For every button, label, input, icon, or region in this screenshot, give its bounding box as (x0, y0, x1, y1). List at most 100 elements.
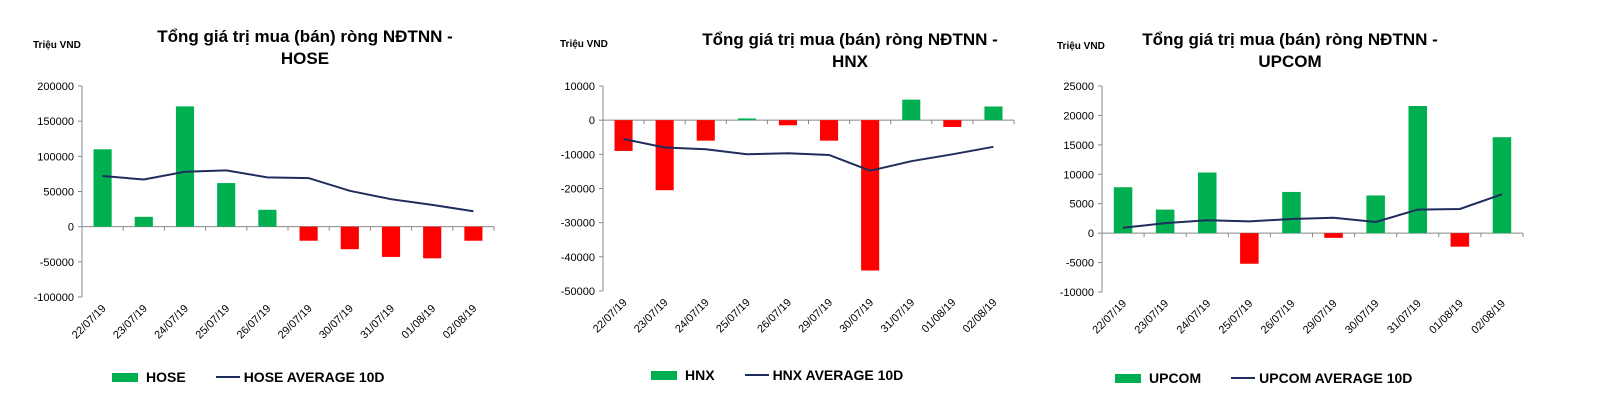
upcom-y-tick-label: 0 (1088, 228, 1094, 240)
hnx-x-tick-label: 22/07/19 (591, 297, 630, 336)
hose-title-line2: HOSE (280, 49, 330, 68)
hose-unit-label: Triệu VND (33, 40, 81, 51)
hnx-bar (696, 120, 715, 141)
upcom-bar (1155, 209, 1175, 234)
hnx-y-tick-label: 0 (589, 115, 595, 127)
hnx-bar (861, 120, 880, 271)
hose-y-tick-label: -50000 (40, 257, 74, 269)
hose-x-tick-label: 31/07/19 (358, 303, 397, 342)
upcom-x-tick-label: 24/07/19 (1175, 298, 1214, 337)
upcom-y-tick-label: 10000 (1063, 169, 1094, 181)
upcom-bar (1408, 106, 1428, 234)
hose-bar (381, 226, 401, 257)
upcom-bar (1282, 191, 1301, 234)
hose-bar (217, 183, 236, 227)
upcom-chart-panel: Triệu VND Tổng giá trị mua (bán) ròng NĐ… (1057, 0, 1600, 414)
hose-bar (134, 216, 153, 227)
upcom-y-tick-label: -5000 (1066, 258, 1094, 270)
hnx-x-tick-label: 26/07/19 (755, 297, 794, 336)
hnx-bar (655, 120, 674, 191)
hnx-bar (902, 99, 921, 121)
hnx-title-line1: Tổng giá trị mua (bán) ròng NĐTNN - (702, 30, 998, 49)
hose-bar (340, 226, 359, 250)
hnx-legend-bar-swatch (651, 370, 677, 380)
hose-y-tick-label: 100000 (37, 151, 74, 163)
hnx-x-tick-label: 25/07/19 (714, 297, 753, 336)
hose-legend-line-swatch (215, 376, 240, 378)
hose-bar (175, 106, 195, 227)
upcom-legend: UPCOM UPCOM AVERAGE 10D (1115, 370, 1412, 386)
hnx-bar (737, 118, 756, 121)
upcom-legend-line-swatch (1231, 377, 1256, 379)
upcom-chart-plot: -10000 -5000 0 5000 10000 15000 20000 25000 22/0… (1060, 81, 1524, 337)
hose-title-line1: Tổng giá trị mua (bán) ròng NĐTNN - (157, 27, 453, 46)
hnx-x-tick-label: 02/08/19 (961, 297, 1000, 336)
hose-y-tick-label: -100000 (34, 292, 74, 304)
upcom-y-tick-label: 5000 (1070, 199, 1094, 211)
hose-x-tick-label: 29/07/19 (276, 303, 315, 342)
upcom-chart-title: Tổng giá trị mua (bán) ròng NĐTNN - UPCO… (1090, 29, 1490, 73)
upcom-bar (1197, 172, 1217, 234)
upcom-x-tick-label: 02/08/19 (1469, 298, 1508, 337)
hose-y-tick-label: 0 (68, 222, 74, 234)
hnx-x-tick-label: 01/08/19 (920, 297, 959, 336)
upcom-y-tick-label: 15000 (1063, 140, 1094, 152)
upcom-title-line1: Tổng giá trị mua (bán) ròng NĐTNN - (1142, 30, 1438, 49)
upcom-legend-bar-label: UPCOM (1149, 370, 1202, 386)
hnx-x-tick-label: 30/07/19 (838, 297, 877, 336)
hose-x-tick-label: 26/07/19 (235, 303, 274, 342)
upcom-unit-label: Triệu VND (1057, 41, 1105, 52)
hnx-y-tick-label: -10000 (561, 149, 595, 161)
hose-legend-line-label: HOSE AVERAGE 10D (243, 369, 385, 385)
hose-x-tick-label: 23/07/19 (111, 303, 150, 342)
upcom-x-tick-label: 30/07/19 (1343, 298, 1382, 337)
upcom-x-tick-label: 01/08/19 (1427, 298, 1466, 337)
hose-average-line (102, 169, 474, 213)
hose-chart-panel: Triệu VND Tổng giá trị mua (bán) ròng NĐ… (0, 0, 530, 414)
upcom-y-tick-label: -10000 (1060, 287, 1094, 299)
hose-bar (299, 226, 318, 241)
hnx-legend-line-swatch (744, 374, 769, 376)
hnx-x-tick-label: 29/07/19 (796, 297, 835, 336)
hnx-chart-panel: Triệu VND Tổng giá trị mua (bán) ròng NĐ… (530, 0, 1060, 414)
upcom-bar (1366, 195, 1385, 234)
hose-y-tick-label: 50000 (43, 187, 74, 199)
hnx-legend-bar-label: HNX (685, 367, 715, 383)
hnx-y-tick-label: -50000 (561, 286, 595, 298)
hnx-unit-label: Triệu VND (560, 39, 608, 50)
hnx-y-tick-label: -30000 (561, 218, 595, 230)
hnx-bar (984, 106, 1003, 121)
hnx-bar (614, 120, 633, 151)
upcom-bar (1492, 137, 1512, 234)
upcom-x-tick-label: 23/07/19 (1133, 298, 1172, 337)
hnx-title-line2: HNX (832, 52, 868, 71)
hnx-x-tick-label: 23/07/19 (632, 297, 671, 336)
upcom-x-tick-label: 25/07/19 (1217, 298, 1256, 337)
upcom-x-tick-label: 26/07/19 (1259, 298, 1298, 337)
hnx-y-tick-label: -40000 (561, 252, 595, 264)
hose-x-tick-label: 25/07/19 (194, 303, 233, 342)
hnx-legend: HNX HNX AVERAGE 10D (651, 367, 903, 383)
hnx-bar (820, 120, 839, 141)
hose-bar (423, 226, 442, 259)
hose-chart-plot: -100000 -50000 0 50000 100000 150000 200000 22/… (34, 81, 495, 342)
hnx-x-tick-label: 31/07/19 (879, 297, 918, 336)
hnx-bar (943, 120, 962, 127)
upcom-bar (1240, 233, 1259, 264)
upcom-legend-bar-swatch (1115, 373, 1141, 383)
upcom-x-tick-label: 29/07/19 (1301, 298, 1340, 337)
hose-bar (93, 149, 112, 227)
hose-y-tick-label: 150000 (37, 116, 74, 128)
upcom-average-line (1122, 193, 1503, 229)
upcom-x-tick-label: 22/07/19 (1090, 298, 1129, 337)
hnx-chart-title: Tổng giá trị mua (bán) ròng NĐTNN - HNX (655, 29, 1045, 73)
hnx-y-tick-label: -20000 (561, 184, 595, 196)
upcom-title-line2: UPCOM (1258, 52, 1322, 71)
hnx-bar (778, 120, 797, 126)
upcom-bar (1450, 233, 1470, 247)
hose-legend-bar-swatch (112, 372, 138, 382)
upcom-bar (1113, 187, 1133, 234)
upcom-bar (1324, 233, 1343, 238)
hose-legend-bar-label: HOSE (146, 369, 186, 385)
hose-legend: HOSE HOSE AVERAGE 10D (112, 369, 385, 385)
